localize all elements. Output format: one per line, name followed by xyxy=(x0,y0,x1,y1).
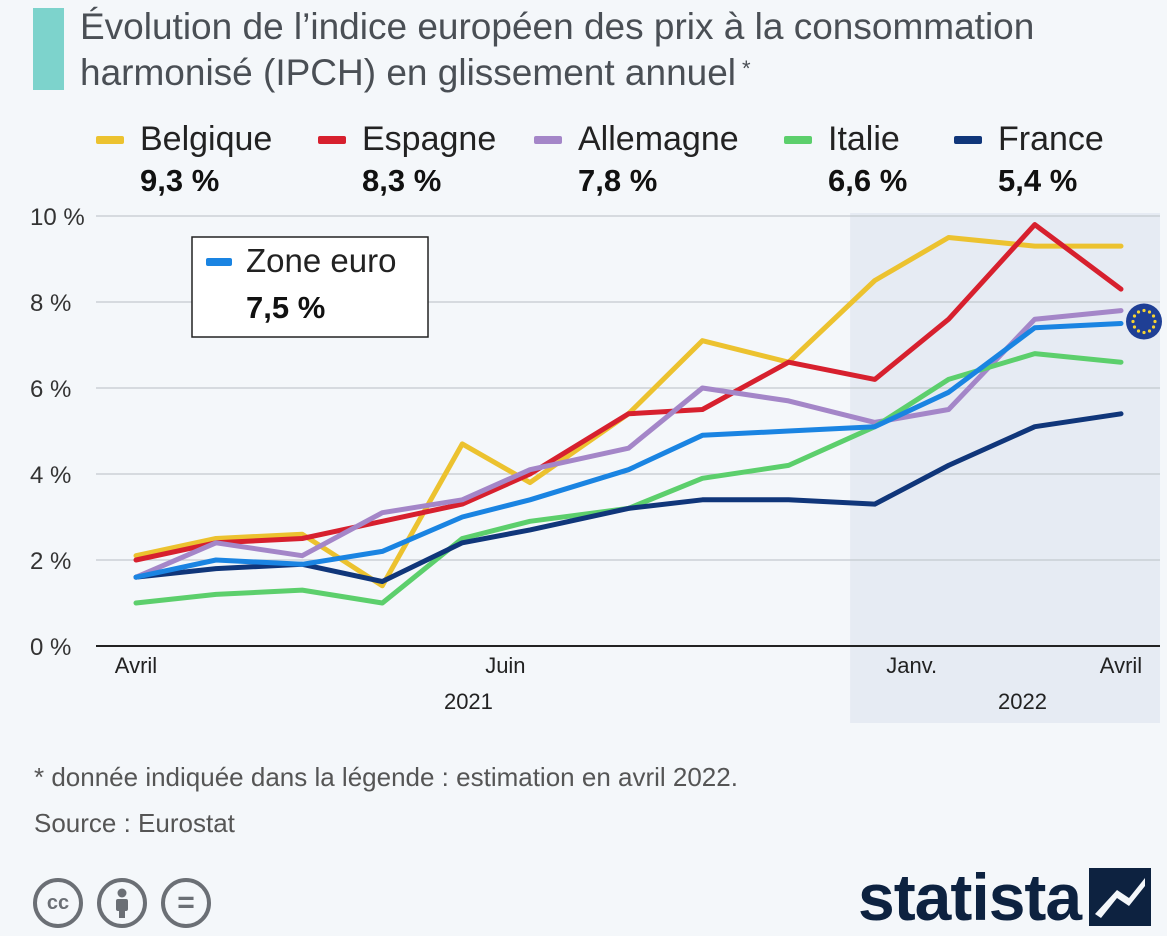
chart-title: Évolution de l’indice européen des prix … xyxy=(80,4,1160,96)
eu-star xyxy=(1151,325,1156,329)
x-tick-label: Avril xyxy=(1100,653,1142,678)
year-label: 2022 xyxy=(998,689,1047,714)
y-tick-label: 6 % xyxy=(30,376,71,403)
series-line-zone-euro xyxy=(133,321,1124,580)
zone-euro-value: 7,5 % xyxy=(246,290,325,325)
eu-star xyxy=(1131,319,1135,324)
statista-logo-icon xyxy=(1089,868,1152,926)
zone-euro-swatch xyxy=(206,258,232,266)
legend-item-espagne: Espagne 8,3 % xyxy=(318,120,496,199)
y-tick-label: 0 % xyxy=(30,634,71,661)
y-tick-label: 2 % xyxy=(30,548,71,575)
y-tick-label: 8 % xyxy=(30,290,71,317)
statista-logo[interactable]: statista xyxy=(858,860,1152,934)
eu-star xyxy=(1142,330,1146,335)
legend-value: 9,3 % xyxy=(140,163,220,198)
title-accent-bar xyxy=(33,8,64,90)
legend-value: 7,8 % xyxy=(578,163,658,198)
legend-swatch xyxy=(96,135,124,144)
eu-star xyxy=(1153,319,1157,324)
footnote: * donnée indiquée dans la légende : esti… xyxy=(34,762,738,792)
eu-star xyxy=(1142,308,1146,313)
by-icon[interactable] xyxy=(97,878,147,928)
legend-value: 8,3 % xyxy=(362,163,442,198)
nd-icon[interactable]: = xyxy=(161,878,211,928)
legend-item-italie: Italie 6,6 % xyxy=(784,120,907,199)
legend-swatch xyxy=(784,135,812,144)
zone-euro-box xyxy=(191,236,429,338)
line-chart: 0 % 2 % 4 % 6 % 8 % 10 % Avril Juin Janv. Avril 20… xyxy=(30,204,1162,723)
series-line-espagne xyxy=(133,222,1124,563)
legend-swatch xyxy=(954,135,982,144)
legend-swatch xyxy=(318,135,346,144)
legend-item-allemagne: Allemagne 7,8 % xyxy=(534,120,739,199)
zone-euro-name: Zone euro xyxy=(246,242,396,279)
legend-name: France xyxy=(998,120,1104,158)
eu-flag-icon xyxy=(1126,303,1162,340)
legend-name: Italie xyxy=(828,120,900,158)
legend-name: Espagne xyxy=(362,120,497,158)
title-asterisk: * xyxy=(742,56,751,81)
year-label: 2021 xyxy=(444,689,493,714)
chart-title-text: Évolution de l’indice européen des prix … xyxy=(80,6,1035,93)
source: Source : Eurostat xyxy=(34,808,235,838)
legend-swatch xyxy=(534,135,562,144)
x-tick-label: Avril xyxy=(115,653,157,678)
y-tick-label: 10 % xyxy=(30,204,85,231)
eu-star xyxy=(1151,314,1156,318)
eu-star xyxy=(1147,329,1152,333)
eu-star xyxy=(1136,310,1141,314)
eu-star xyxy=(1136,329,1141,333)
legend-value: 5,4 % xyxy=(998,163,1078,198)
legend-name: Allemagne xyxy=(578,120,739,158)
highlight-region-2022 xyxy=(850,213,1160,723)
eu-star xyxy=(1147,310,1152,314)
eu-star xyxy=(1132,314,1137,318)
y-tick-label: 4 % xyxy=(30,462,71,489)
legend-value: 6,6 % xyxy=(828,163,908,198)
legend-item-france: France 5,4 % xyxy=(954,120,1104,199)
eu-star xyxy=(1132,325,1137,329)
legend-item-belgique: Belgique 9,3 % xyxy=(96,120,272,199)
legend-name: Belgique xyxy=(140,120,273,158)
license-icons: cc = xyxy=(33,878,211,928)
series-line-allemagne xyxy=(133,308,1124,580)
brand-text: statista xyxy=(858,860,1082,934)
x-tick-label: Janv. xyxy=(886,653,937,678)
person-glyph xyxy=(116,888,128,918)
cc-icon[interactable]: cc xyxy=(33,878,83,928)
x-tick-label: Juin xyxy=(485,653,525,678)
